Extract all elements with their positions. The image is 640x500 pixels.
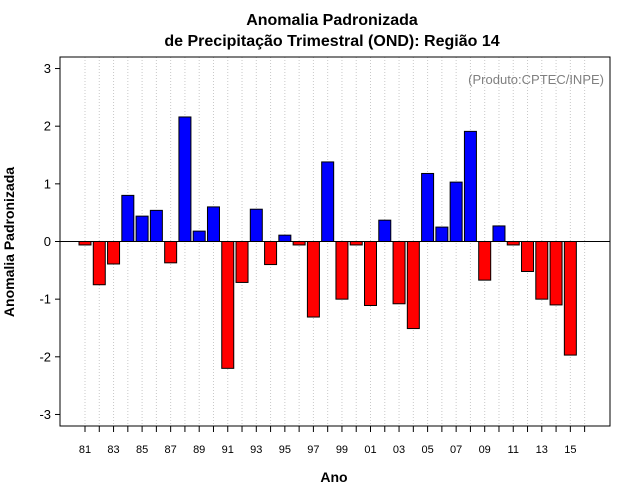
x-tick-label: 13	[536, 444, 548, 456]
bar-1985	[135, 215, 149, 243]
chart-title: Anomalia Padronizada	[246, 12, 418, 29]
x-tick-label: 93	[250, 444, 262, 456]
x-tick-label: 99	[336, 444, 348, 456]
bar-1987	[164, 241, 178, 264]
y-tick-label: 1	[44, 176, 51, 191]
bar-2000	[349, 241, 363, 246]
bar-2009	[478, 241, 492, 281]
x-tick-label: 85	[136, 444, 148, 456]
bar-2012	[521, 241, 535, 272]
bar-2004	[406, 241, 420, 330]
bar-1995	[278, 234, 292, 242]
bar-2003	[392, 241, 406, 305]
x-tick-label: 05	[421, 444, 433, 456]
y-axis-label: Anomalia Padronizada	[1, 167, 17, 317]
bar-2014	[549, 241, 563, 306]
x-tick-label: 91	[222, 444, 234, 456]
bar-1997	[306, 241, 320, 318]
x-tick-label: 09	[479, 444, 491, 456]
x-tick-label: 95	[279, 444, 291, 456]
y-tick-label: 3	[44, 61, 51, 76]
bar-2011	[506, 241, 520, 246]
bar-2008	[463, 130, 477, 242]
x-tick-label: 03	[393, 444, 405, 456]
bar-2006	[435, 226, 449, 242]
y-tick-label: 2	[44, 119, 51, 134]
bar-1986	[149, 209, 163, 243]
x-axis-ticks: 81 83 85 87 89 91 93 95 97 99 01 03 05 07 09 11 13 15	[79, 426, 586, 456]
x-tick-label: 87	[165, 444, 177, 456]
bar-1994	[264, 241, 278, 266]
x-tick-label: 83	[107, 444, 119, 456]
x-tick-label: 89	[193, 444, 205, 456]
y-tick-label: -2	[39, 349, 51, 364]
bar-1999	[335, 241, 349, 300]
bar-2005	[421, 172, 435, 242]
chart-subtitle: de Precipitação Trimestral (OND): Região…	[164, 33, 499, 50]
bar-2007	[449, 181, 463, 242]
bar-1988	[178, 116, 192, 242]
x-tick-label: 07	[450, 444, 462, 456]
y-axis-ticks: -3 -2 -1 0 1 2 3	[39, 61, 60, 422]
bar-1981	[78, 241, 92, 246]
y-tick-label: 0	[44, 234, 51, 249]
bar-1991	[221, 241, 235, 369]
y-tick-label: -3	[39, 407, 51, 422]
bar-1990	[206, 206, 220, 242]
bar-2010	[492, 225, 506, 243]
bar-2001	[364, 241, 377, 306]
x-tick-label: 11	[508, 444, 519, 456]
bar-1996	[292, 241, 306, 246]
bar-2015	[563, 241, 577, 356]
x-tick-label: 97	[307, 444, 319, 456]
x-tick-label: 81	[79, 444, 91, 456]
bar-1992	[235, 241, 249, 283]
bar-2002	[378, 219, 392, 243]
x-tick-label: 15	[564, 444, 576, 456]
x-axis-label: Ano	[320, 469, 347, 485]
x-tick-label: 01	[364, 444, 376, 456]
bar-1993	[249, 208, 263, 242]
product-credit: (Produto:CPTEC/INPE)	[468, 72, 604, 87]
bar-series	[78, 116, 577, 369]
bar-1984	[121, 194, 135, 242]
bar-1983	[107, 241, 121, 265]
bar-1989	[192, 230, 206, 242]
bar-1998	[321, 161, 335, 242]
y-tick-label: -1	[39, 292, 51, 307]
bar-2013	[535, 241, 549, 300]
bar-1982	[92, 241, 106, 286]
